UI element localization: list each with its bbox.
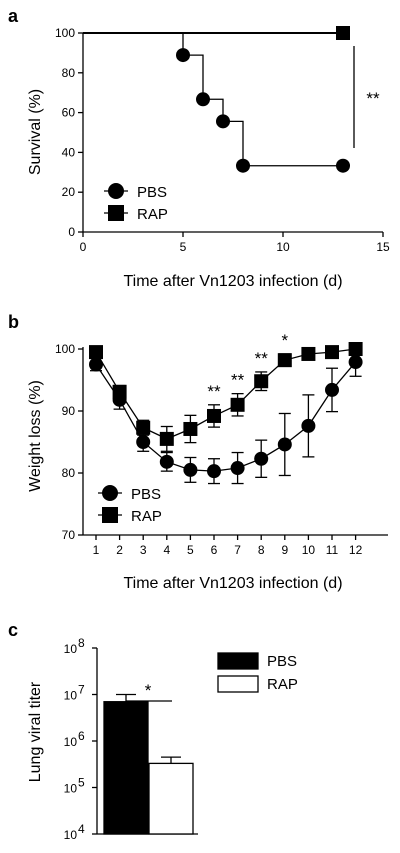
panel-b-x-tick-label: 8 xyxy=(258,543,265,557)
panel-a-pbs-point xyxy=(216,114,230,129)
panel-a-pbs-point xyxy=(196,92,210,107)
panel-b-rap-point xyxy=(207,408,221,423)
panel-b-rap-point xyxy=(230,397,245,412)
panel-b-rap-line xyxy=(95,348,356,440)
panel-a-legend-pbs-label: PBS xyxy=(137,184,167,201)
panel-a-pbs-point xyxy=(176,48,190,63)
panel-a-y-tick-label: 100 xyxy=(55,26,75,40)
panel-b-rap-point xyxy=(136,420,151,435)
panel-b-x-tick-label: 5 xyxy=(187,543,194,557)
panel-b-y-tick-label: 90 xyxy=(62,404,76,418)
panel-b-rap-point xyxy=(89,345,103,360)
panel-b-letter: b xyxy=(8,312,19,332)
panel-b-pbs-point xyxy=(89,357,103,372)
panel-b-pbs-point xyxy=(230,461,245,476)
panel-b-rap-point xyxy=(254,374,269,389)
panel-b-pbs-point xyxy=(183,462,198,477)
panel-a-pbs-point xyxy=(336,158,350,173)
panel-c-legend-pbs-swatch xyxy=(217,652,259,670)
panel-a-rap-point xyxy=(336,26,350,40)
panel-b-significance-label: ** xyxy=(231,371,245,390)
panel-b-rap-point xyxy=(183,421,198,436)
panel-c-y-tick-label: 10 xyxy=(64,828,78,842)
panel-a-pbs-line xyxy=(83,32,343,167)
panel-b-y-tick-label: 100 xyxy=(55,342,75,356)
panel-c-significance: * xyxy=(145,681,152,700)
panel-b-rap-point xyxy=(159,431,174,446)
panel-b: b Weight loss (%) Time after Vn1203 infe… xyxy=(8,312,388,592)
panel-b-pbs-point xyxy=(325,382,339,397)
panel-b-x-tick-label: 11 xyxy=(326,543,339,557)
panel-b-legend-rap-marker xyxy=(102,507,118,523)
panel-c-rap-bar xyxy=(148,762,194,835)
panel-c-y-axis-label: Lung viral titer xyxy=(27,681,44,782)
panel-c-y-tick-label: 10 xyxy=(64,735,78,749)
panel-c-legend-pbs-label: PBS xyxy=(267,653,297,670)
panel-c-y-tick-exponent: 7 xyxy=(78,683,85,697)
panel-b-x-tick-label: 12 xyxy=(349,543,363,557)
panel-b-rap-point xyxy=(348,342,363,356)
panel-c-legend-rap-swatch xyxy=(217,675,259,693)
panel-c-y-tick-exponent: 8 xyxy=(78,636,85,650)
panel-b-legend-rap-label: RAP xyxy=(131,508,162,525)
panel-c-legend-rap-label: RAP xyxy=(267,676,298,693)
panel-a-y-tick-label: 20 xyxy=(62,185,76,199)
panel-c-pbs-bar xyxy=(103,701,149,835)
panel-b-x-tick-label: 1 xyxy=(93,543,100,557)
panel-a-y-tick-label: 60 xyxy=(62,106,76,120)
panel-b-x-tick-label: 7 xyxy=(234,543,241,557)
panel-b-x-tick-label: 9 xyxy=(281,543,288,557)
panel-b-x-tick-label: 2 xyxy=(116,543,123,557)
panel-a-y-tick-label: 80 xyxy=(62,66,76,80)
panel-b-significance-label: * xyxy=(281,331,288,350)
panel-b-rap-point xyxy=(277,353,292,368)
panel-b-significance-label: ** xyxy=(207,382,221,401)
panel-b-pbs-point xyxy=(207,464,221,479)
panel-c-y-tick-exponent: 5 xyxy=(78,776,85,790)
panel-a-x-tick-label: 15 xyxy=(376,240,390,254)
panel-b-pbs-point xyxy=(254,451,269,466)
panel-b-pbs-point xyxy=(348,355,363,370)
panel-b-pbs-point xyxy=(301,418,316,433)
panel-c-y-tick-label: 10 xyxy=(64,642,78,656)
panel-a-y-tick-label: 0 xyxy=(68,225,75,239)
panel-b-x-tick-label: 10 xyxy=(302,543,316,557)
panel-a-x-tick-label: 0 xyxy=(80,240,87,254)
panel-b-x-tick-label: 4 xyxy=(163,543,170,557)
panel-b-legend-pbs-marker xyxy=(102,485,118,501)
panel-c-y-tick-exponent: 6 xyxy=(78,729,85,743)
panel-a-x-axis-label: Time after Vn1203 infection (d) xyxy=(123,273,342,290)
panel-b-rap-point xyxy=(325,345,339,360)
panel-b-x-tick-label: 6 xyxy=(211,543,218,557)
panel-b-pbs-point xyxy=(136,435,151,449)
panel-a-y-tick-label: 40 xyxy=(62,145,76,159)
panel-c-y-tick-label: 10 xyxy=(64,782,78,796)
panel-b-x-axis-label: Time after Vn1203 infection (d) xyxy=(123,575,342,592)
panel-a-letter: a xyxy=(8,6,19,26)
panel-c-y-tick-label: 10 xyxy=(64,689,78,703)
panel-b-y-tick-label: 70 xyxy=(62,528,76,542)
panel-a-y-axis-label: Survival (%) xyxy=(27,89,44,175)
panel-b-rap-point xyxy=(301,346,316,361)
panel-a-x-tick-label: 5 xyxy=(180,240,187,254)
panel-b-y-tick-label: 80 xyxy=(62,466,76,480)
panel-a: a Survival (%) Time after Vn1203 infecti… xyxy=(8,6,390,290)
panel-a-legend-rap-label: RAP xyxy=(137,206,168,223)
panel-c-y-tick-exponent: 4 xyxy=(78,822,85,836)
panel-a-significance: ** xyxy=(366,89,380,108)
panel-b-pbs-point xyxy=(159,454,174,469)
panel-a-pbs-point xyxy=(236,158,250,173)
panel-b-rap-point xyxy=(112,384,127,399)
panel-b-legend-pbs-label: PBS xyxy=(131,486,161,503)
panel-b-pbs-line xyxy=(95,361,357,472)
panel-b-x-tick-label: 3 xyxy=(140,543,147,557)
panel-b-significance-label: ** xyxy=(255,349,269,368)
panel-a-x-tick-label: 10 xyxy=(276,240,290,254)
panel-b-y-axis-label: Weight loss (%) xyxy=(27,380,44,492)
panel-b-pbs-point xyxy=(277,437,292,452)
panel-c-letter: c xyxy=(8,620,18,640)
